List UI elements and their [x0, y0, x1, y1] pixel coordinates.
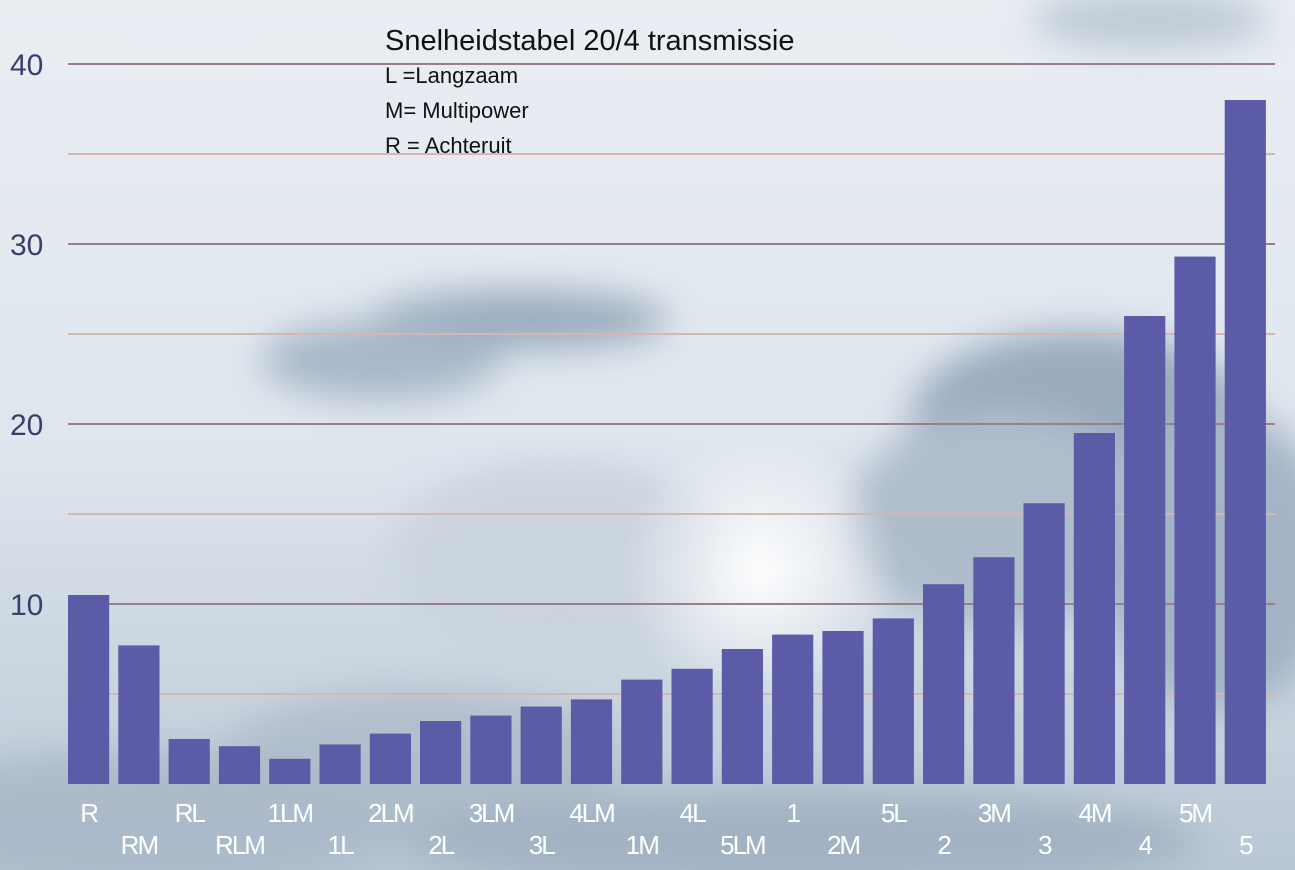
bar-RL — [168, 739, 210, 784]
bar-5L — [872, 618, 914, 784]
category-label: 1M — [626, 830, 658, 860]
category-label: 2L — [428, 830, 454, 860]
category-label: 1LM — [268, 798, 313, 828]
bar-4L — [671, 668, 713, 784]
category-label: 1 — [786, 798, 800, 828]
category-labels: RRMRLRLM1LM1L2LM2L3LM3L4LM1M4L5LM12M5L23… — [80, 798, 1255, 860]
bar-4LM — [570, 699, 613, 784]
category-label: 5LM — [720, 830, 765, 860]
legend-line-achteruit: R = Achteruit — [385, 133, 512, 158]
y-axis-ticks: 10 20 30 40 — [10, 49, 43, 622]
category-label: 4M — [1078, 798, 1110, 828]
category-label: 3M — [978, 798, 1010, 828]
category-label: 3 — [1038, 830, 1052, 860]
category-label: 5L — [881, 798, 907, 828]
y-tick-label: 40 — [10, 49, 43, 82]
bar-3LM — [470, 715, 512, 784]
y-tick-label: 20 — [10, 409, 43, 442]
bar-3 — [1023, 503, 1065, 784]
category-label: 5M — [1179, 798, 1211, 828]
bar-2 — [923, 584, 965, 784]
chart-title: Snelheidstabel 20/4 transmissie — [385, 25, 795, 57]
bar-1 — [772, 634, 814, 784]
category-label: 2 — [937, 830, 951, 860]
bar-RLM — [218, 746, 261, 784]
category-label: RLM — [215, 830, 264, 860]
bar-3L — [520, 706, 562, 784]
y-tick-label: 10 — [10, 589, 43, 622]
category-label: 2LM — [368, 798, 413, 828]
category-label: R — [80, 798, 98, 828]
bar-RM — [118, 645, 160, 784]
category-label: 4L — [680, 798, 706, 828]
category-label: 2M — [827, 830, 859, 860]
legend-block: Snelheidstabel 20/4 transmissie L =Langz… — [385, 24, 794, 163]
bar-4 — [1124, 316, 1166, 784]
bar-1M — [621, 679, 663, 784]
legend-line-langzaam: L =Langzaam — [385, 63, 519, 88]
y-tick-label: 30 — [10, 229, 43, 262]
category-label: 4LM — [569, 798, 614, 828]
bar-R — [68, 595, 110, 784]
bar-5LM — [721, 649, 763, 784]
category-label: RL — [175, 798, 206, 828]
bar-3M — [973, 557, 1015, 784]
category-label: 3L — [529, 830, 555, 860]
bar-5 — [1224, 100, 1266, 784]
bar-2LM — [369, 733, 411, 784]
legend-line-multipower: M= Multipower — [385, 98, 529, 123]
bar-4M — [1073, 433, 1115, 784]
category-label: 3LM — [469, 798, 514, 828]
bar-2M — [822, 631, 864, 784]
category-label: RM — [121, 830, 158, 860]
category-label: 1L — [328, 830, 354, 860]
bar-2L — [420, 721, 462, 784]
bar-1L — [319, 744, 361, 784]
bars — [68, 100, 1266, 785]
bar-5M — [1174, 256, 1216, 785]
category-label: 4 — [1138, 830, 1152, 860]
bar-1LM — [269, 758, 311, 784]
category-label: 5 — [1239, 830, 1253, 860]
